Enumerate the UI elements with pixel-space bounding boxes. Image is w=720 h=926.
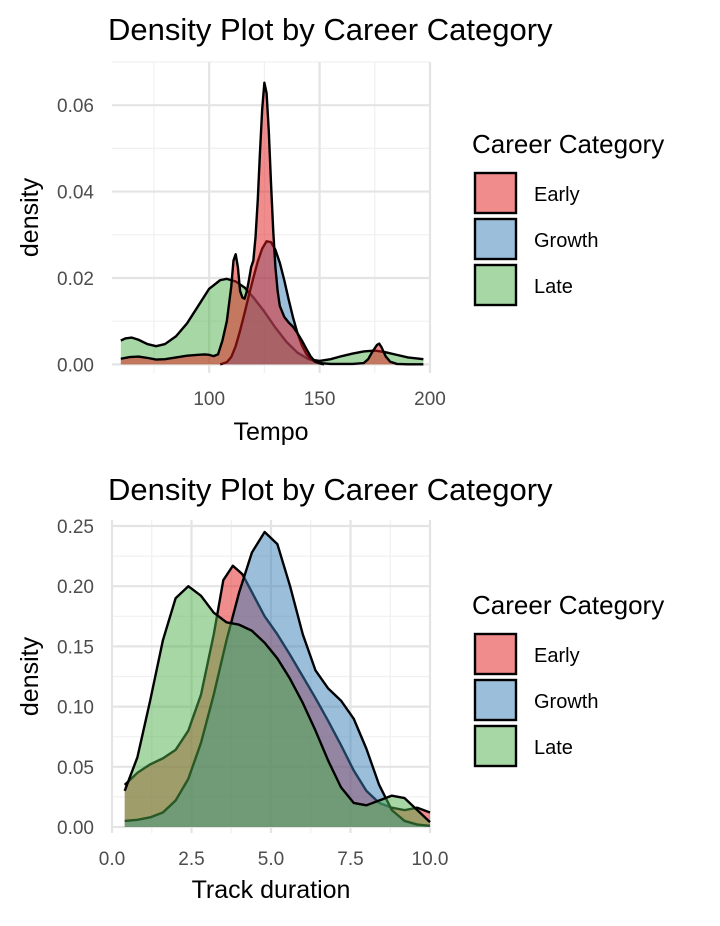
y-tick-label: 0.00 <box>57 355 94 376</box>
y-tick-label: 0.02 <box>57 269 94 290</box>
x-tick-label: 150 <box>304 389 336 410</box>
y-tick-label: 0.06 <box>57 96 94 117</box>
x-tick-label: 0.0 <box>99 849 125 870</box>
y-tick-label: 0.15 <box>57 637 94 658</box>
chart-title: Density Plot by Career Category <box>108 472 553 507</box>
legend-swatch-growth <box>473 678 518 722</box>
legend-swatch-late <box>473 724 518 768</box>
x-axis-label: Tempo <box>233 418 308 446</box>
legend: Career Category Early Growth Late <box>472 590 664 768</box>
legend-title: Career Category <box>472 129 664 159</box>
x-tick-label: 10.0 <box>412 849 449 870</box>
density-line-early <box>120 81 424 366</box>
x-tick-label: 2.5 <box>178 849 204 870</box>
y-axis-label: density <box>16 636 44 716</box>
x-tick-label: 100 <box>193 389 225 410</box>
y-tick-label: 0.25 <box>57 517 94 538</box>
legend: Career Category Early Growth Late <box>472 129 664 307</box>
y-axis-label: density <box>16 177 44 257</box>
density-line-late <box>123 585 431 824</box>
chart-panel-1: 100 150 200 0.00 0.02 0.04 0.06 Density Plot by… <box>16 12 664 446</box>
y-tick-label: 0.20 <box>57 577 94 598</box>
legend-label-growth: Growth <box>534 691 598 713</box>
chart-title: Density Plot by Career Category <box>108 12 553 47</box>
legend-swatch-early <box>473 632 518 676</box>
x-axis-label: Track duration <box>192 876 351 904</box>
legend-swatch-late <box>473 263 518 307</box>
legend-label-late: Late <box>534 276 573 298</box>
density-area-late <box>120 278 424 365</box>
density-area-late <box>124 586 430 827</box>
y-tick-label: 0.05 <box>57 758 94 779</box>
legend-swatch-early <box>473 171 518 215</box>
x-tick-label: 200 <box>414 389 446 410</box>
legend-title: Career Category <box>472 590 664 620</box>
y-tick-label: 0.10 <box>57 698 94 719</box>
y-tick-label: 0.00 <box>57 818 94 839</box>
legend-label-early: Early <box>534 184 580 206</box>
legend-swatch-growth <box>473 217 518 261</box>
legend-label-growth: Growth <box>534 230 598 252</box>
legend-label-late: Late <box>534 737 573 759</box>
chart-panel-2: 0.0 2.5 5.0 7.5 10.0 0.00 0.05 0.10 0.15 0.20 0.25… <box>16 472 664 904</box>
legend-label-early: Early <box>534 645 580 667</box>
y-tick-label: 0.04 <box>57 183 94 204</box>
x-tick-label: 5.0 <box>258 849 284 870</box>
x-tick-label: 7.5 <box>337 849 363 870</box>
